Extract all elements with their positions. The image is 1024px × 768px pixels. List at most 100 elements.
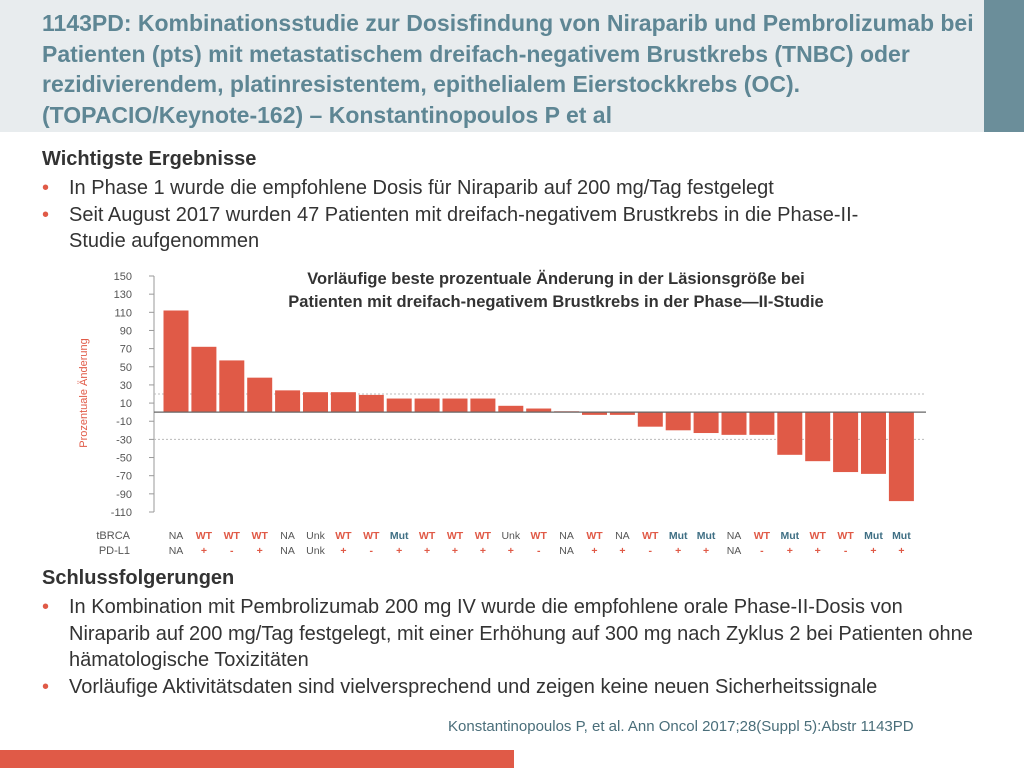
bullet-dot-icon: • — [42, 177, 50, 199]
bar — [414, 398, 440, 413]
y-tick-label: -110 — [111, 507, 132, 519]
tbrca-label: Mut — [864, 530, 883, 542]
pdl1-label: NA — [727, 545, 742, 557]
pdl1-label: + — [815, 545, 821, 557]
header-band — [0, 0, 1010, 132]
bar — [861, 412, 886, 474]
bar — [303, 392, 328, 413]
bar — [330, 392, 356, 413]
tbrca-label: WT — [837, 530, 854, 542]
bar — [777, 412, 803, 455]
bar — [442, 398, 468, 413]
bar — [805, 412, 831, 462]
conclusions-list: • In Kombination mit Pembrolizumab 200 mg… — [42, 594, 987, 700]
y-tick-label: 50 — [120, 362, 132, 374]
tbrca-label: Unk — [501, 530, 520, 542]
pdl1-label: NA — [559, 545, 574, 557]
conclusions-bullet: • In Kombination mit Pembrolizumab 200 mg… — [42, 596, 973, 671]
tbrca-label: WT — [531, 530, 548, 542]
bar — [888, 412, 914, 502]
bar — [665, 412, 691, 431]
citation: Konstantinopoulos P, et al. Ann Oncol 20… — [448, 718, 914, 735]
y-tick-label: -10 — [116, 416, 132, 428]
row-label: tBRCA — [96, 530, 130, 542]
y-axis-label: Prozentuale Änderung — [78, 338, 90, 447]
bar — [833, 412, 859, 473]
y-tick-label: 150 — [114, 271, 132, 283]
tbrca-label: NA — [727, 530, 742, 542]
pdl1-label: Unk — [306, 545, 325, 557]
tbrca-label: NA — [169, 530, 184, 542]
tbrca-label: WT — [810, 530, 827, 542]
pdl1-label: + — [257, 545, 263, 557]
pdl1-label: - — [230, 545, 234, 557]
y-tick-label: -30 — [116, 434, 132, 446]
tbrca-label: WT — [754, 530, 771, 542]
y-tick-label: 90 — [120, 325, 132, 337]
pdl1-label: + — [508, 545, 514, 557]
pdl1-label: + — [396, 545, 402, 557]
bullet-dot-icon: • — [42, 203, 50, 226]
bar — [191, 346, 217, 413]
bullet-dot-icon: • — [42, 675, 50, 698]
tbrca-label: Mut — [697, 530, 716, 542]
pdl1-label: + — [619, 545, 625, 557]
tbrca-label: WT — [196, 530, 213, 542]
bullet-dot-icon: • — [42, 596, 50, 618]
pdl1-label: NA — [169, 545, 184, 557]
tbrca-label: WT — [363, 530, 380, 542]
bar — [358, 394, 384, 413]
bar — [749, 412, 775, 435]
y-tick-label: -90 — [116, 489, 132, 501]
bar — [526, 408, 552, 413]
pdl1-label: + — [424, 545, 430, 557]
pdl1-label: + — [703, 545, 709, 557]
conclusions-bullet: • Vorläufige Aktivitätsdaten sind vielver… — [42, 674, 987, 701]
chart-title: Vorläufige beste prozentuale Änderung in… — [307, 270, 805, 288]
pdl1-label: + — [870, 545, 876, 557]
bar — [386, 398, 412, 413]
pdl1-label: - — [649, 545, 653, 557]
tbrca-label: WT — [642, 530, 659, 542]
bar — [609, 412, 635, 415]
bar — [637, 412, 663, 427]
pdl1-label: + — [787, 545, 793, 557]
pdl1-label: + — [452, 545, 458, 557]
bar — [582, 412, 607, 415]
header-accent-block — [984, 0, 1024, 132]
conclusions-heading: Schlussfolgerungen — [42, 567, 235, 589]
y-tick-label: -50 — [116, 453, 132, 465]
bar — [163, 310, 189, 413]
y-tick-label: 130 — [114, 289, 132, 301]
pdl1-label: - — [370, 545, 374, 557]
bar — [247, 377, 273, 413]
y-tick-label: 30 — [120, 380, 132, 392]
pdl1-label: + — [340, 545, 346, 557]
results-list: • In Phase 1 wurde die empfohlene Dosis f… — [42, 175, 912, 255]
chart-title: Patienten mit dreifach-negativem Brustkr… — [288, 293, 823, 311]
y-tick-label: -70 — [116, 471, 132, 483]
bar — [470, 398, 496, 413]
tbrca-label: Mut — [780, 530, 799, 542]
pdl1-label: + — [898, 545, 904, 557]
tbrca-label: WT — [586, 530, 603, 542]
bottom-accent-bar — [0, 750, 514, 768]
y-tick-label: 10 — [120, 398, 132, 410]
tbrca-label: NA — [280, 530, 295, 542]
bar — [219, 360, 245, 413]
y-tick-label: 110 — [114, 307, 132, 319]
pdl1-label: + — [480, 545, 486, 557]
pdl1-label: - — [537, 545, 541, 557]
tbrca-label: WT — [252, 530, 269, 542]
tbrca-label: WT — [335, 530, 352, 542]
y-tick-label: 70 — [120, 344, 132, 356]
row-label: PD-L1 — [99, 545, 130, 557]
bar — [721, 412, 747, 435]
results-bullet: • Seit August 2017 wurden 47 Patienten mi… — [42, 203, 859, 253]
pdl1-label: - — [844, 545, 848, 557]
bar — [275, 390, 301, 413]
bar — [693, 412, 719, 434]
tbrca-label: Mut — [390, 530, 409, 542]
tbrca-label: WT — [419, 530, 436, 542]
pdl1-label: + — [201, 545, 207, 557]
